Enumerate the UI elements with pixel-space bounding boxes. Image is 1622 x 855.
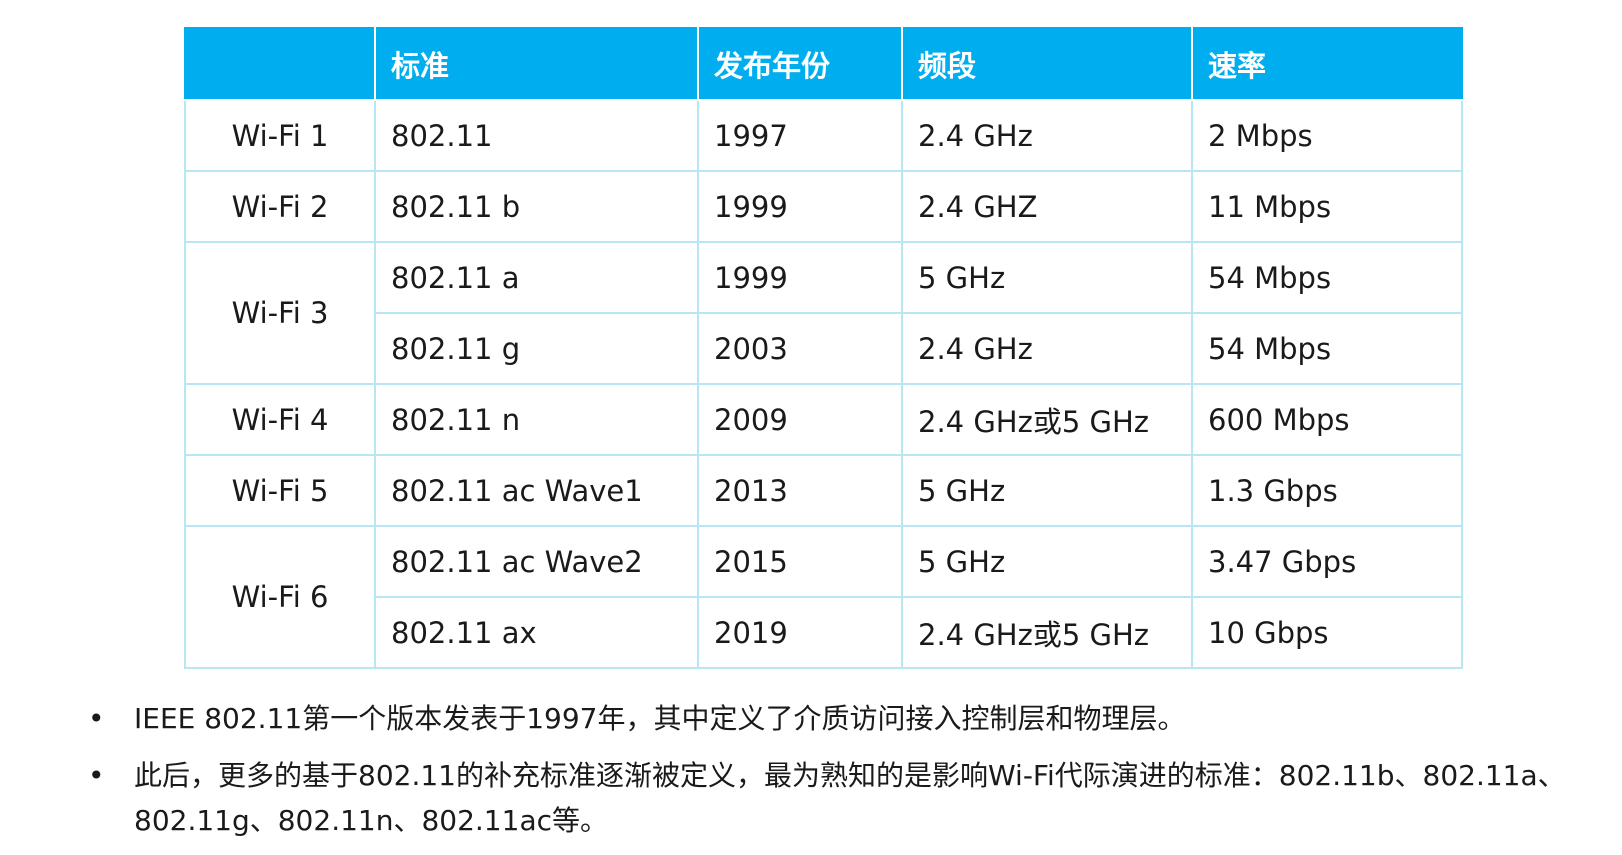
year-cell: 2009: [697, 383, 903, 456]
standard-cell: 802.11 ac Wave1: [374, 454, 699, 527]
generation-cell: Wi-Fi 4: [184, 383, 376, 456]
wifi-generations-table: 标准 发布年份 频段 速率 Wi-Fi 1 802.11 1997 2.4 GH…: [184, 27, 1463, 669]
rate-cell: 600 Mbps: [1191, 383, 1463, 456]
standard-cell: 802.11 ac Wave2: [374, 525, 699, 598]
table-header-row: 标准 发布年份 频段 速率: [184, 27, 1463, 101]
year-cell: 1997: [697, 99, 903, 172]
header-standard: 标准: [374, 27, 699, 101]
band-cell: 2.4 GHz或5 GHz: [901, 596, 1193, 669]
bullet-text: 此后，更多的基于802.11的补充标准逐渐被定义，最为熟知的是影响Wi-Fi代际…: [134, 759, 1566, 837]
rate-cell: 54 Mbps: [1191, 241, 1463, 314]
bullet-marker: •: [88, 759, 105, 792]
table-row: Wi-Fi 3 802.11 a 1999 5 GHz 54 Mbps: [184, 241, 1463, 385]
rate-cell: 54 Mbps: [1191, 312, 1463, 385]
band-cell: 2.4 GHz: [901, 312, 1193, 385]
band-cell: 5 GHz: [901, 241, 1193, 314]
rate-cell: 11 Mbps: [1191, 170, 1463, 243]
year-cell: 2003: [697, 312, 903, 385]
rate-cell: 2 Mbps: [1191, 99, 1463, 172]
year-cell: 2013: [697, 454, 903, 527]
standard-cell: 802.11 ax: [374, 596, 699, 669]
bullet-text: IEEE 802.11第一个版本发表于1997年，其中定义了介质访问接入控制层和…: [134, 702, 1186, 735]
generation-cell: Wi-Fi 6: [184, 525, 376, 669]
header-band: 频段: [901, 27, 1193, 101]
standard-cell: 802.11: [374, 99, 699, 172]
bullet-marker: •: [88, 702, 105, 735]
table-row: Wi-Fi 5 802.11 ac Wave1 2013 5 GHz 1.3 G…: [184, 454, 1463, 527]
table-row: Wi-Fi 6 802.11 ac Wave2 2015 5 GHz 3.47 …: [184, 525, 1463, 669]
band-cell: 5 GHz: [901, 525, 1193, 598]
year-cell: 1999: [697, 241, 903, 314]
table-row: 802.11 g 2003 2.4 GHz 54 Mbps: [185, 312, 1463, 385]
year-cell: 2015: [697, 525, 903, 598]
standard-cell: 802.11 g: [374, 312, 699, 385]
standard-cell: 802.11 b: [374, 170, 699, 243]
table-row: 802.11 ax 2019 2.4 GHz或5 GHz 10 Gbps: [185, 596, 1463, 669]
standard-cell: 802.11 n: [374, 383, 699, 456]
header-release-year: 发布年份: [697, 27, 903, 101]
band-cell: 2.4 GHz: [901, 99, 1193, 172]
year-cell: 1999: [697, 170, 903, 243]
wifi-generations-table-container: 标准 发布年份 频段 速率 Wi-Fi 1 802.11 1997 2.4 GH…: [184, 27, 1463, 669]
rate-cell: 1.3 Gbps: [1191, 454, 1463, 527]
bullet-item: • IEEE 802.11第一个版本发表于1997年，其中定义了介质访问接入控制…: [84, 696, 1594, 741]
table-row: Wi-Fi 1 802.11 1997 2.4 GHz 2 Mbps: [184, 99, 1463, 172]
standard-cell: 802.11 a: [374, 241, 699, 314]
year-cell: 2019: [697, 596, 903, 669]
generation-cell: Wi-Fi 3: [184, 241, 376, 385]
band-cell: 2.4 GHz或5 GHz: [901, 383, 1193, 456]
table-row: Wi-Fi 2 802.11 b 1999 2.4 GHZ 11 Mbps: [184, 170, 1463, 243]
table-row: Wi-Fi 4 802.11 n 2009 2.4 GHz或5 GHz 600 …: [184, 383, 1463, 456]
bullet-list: • IEEE 802.11第一个版本发表于1997年，其中定义了介质访问接入控制…: [84, 696, 1594, 855]
rate-cell: 10 Gbps: [1191, 596, 1463, 669]
generation-cell: Wi-Fi 5: [184, 454, 376, 527]
generation-cell: Wi-Fi 1: [184, 99, 376, 172]
header-corner-cell: [184, 27, 376, 101]
bullet-item: • 此后，更多的基于802.11的补充标准逐渐被定义，最为熟知的是影响Wi-Fi…: [84, 753, 1594, 843]
rate-cell: 3.47 Gbps: [1191, 525, 1463, 598]
header-rate: 速率: [1191, 27, 1463, 101]
band-cell: 5 GHz: [901, 454, 1193, 527]
band-cell: 2.4 GHZ: [901, 170, 1193, 243]
generation-cell: Wi-Fi 2: [184, 170, 376, 243]
